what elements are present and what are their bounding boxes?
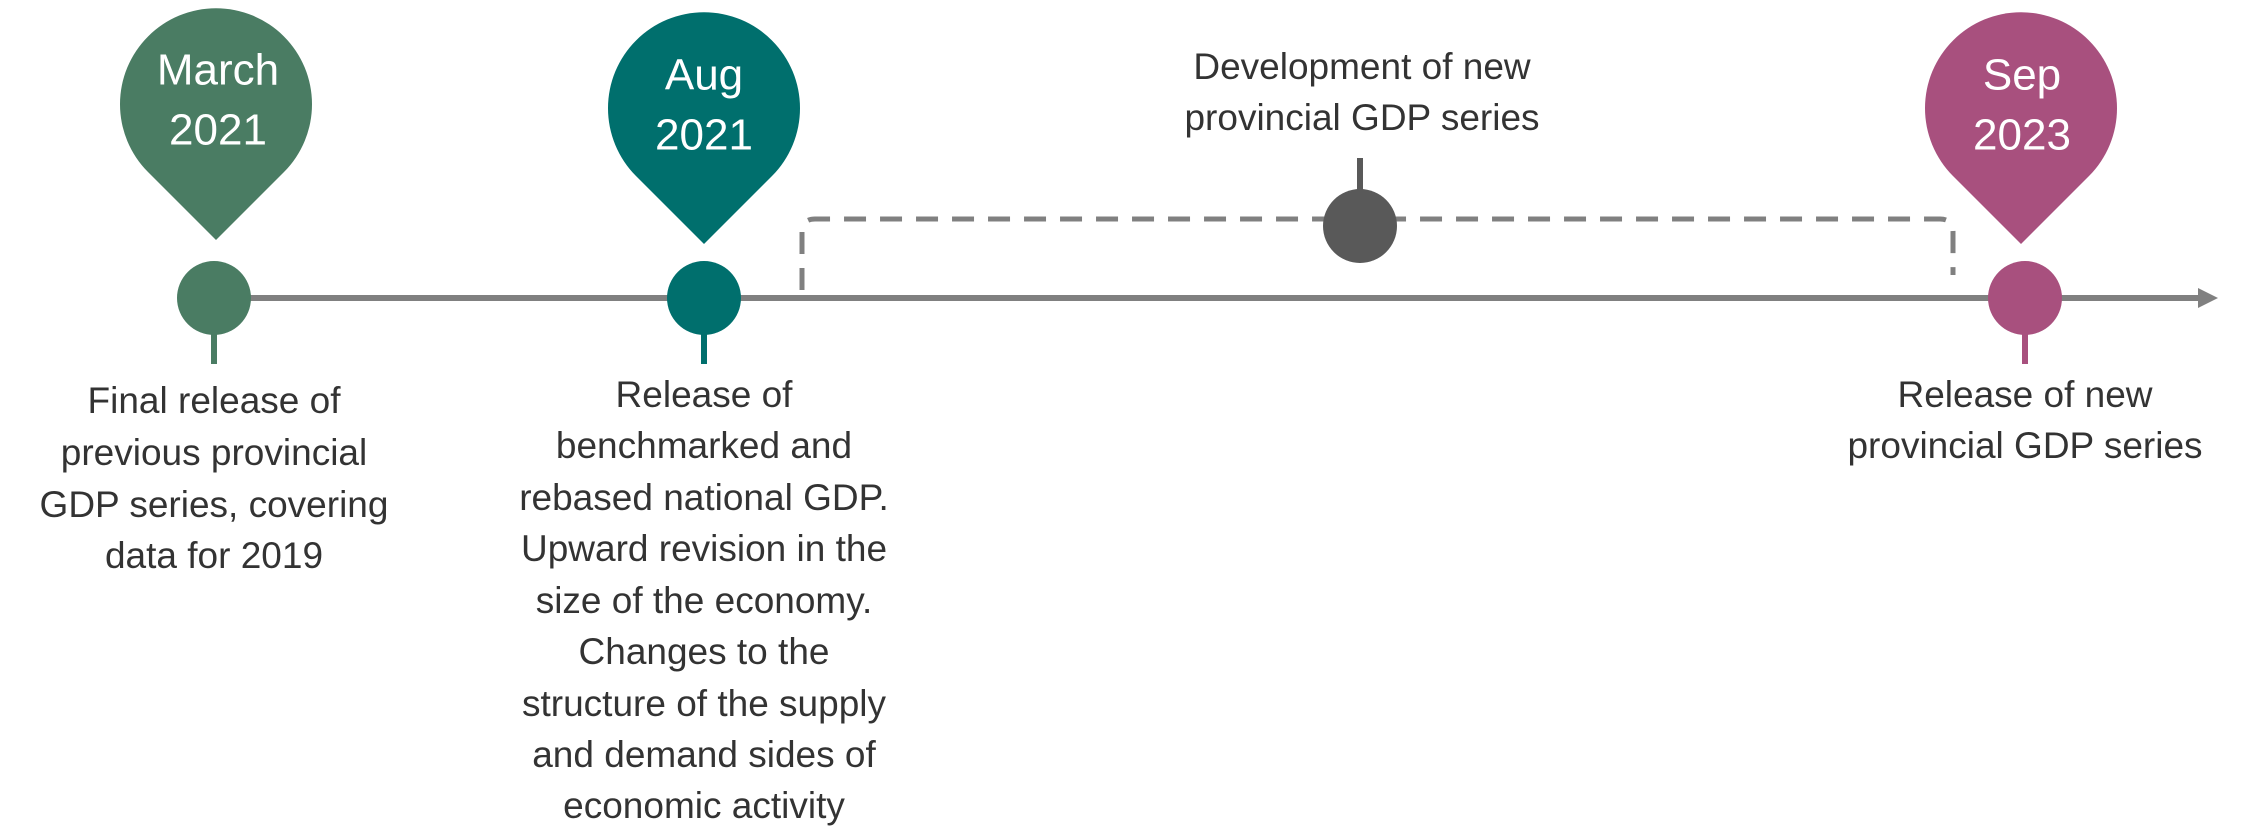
date-label: 2021 [655,111,753,160]
date-label: Aug [665,51,743,100]
date-label: 2021 [169,106,267,155]
description-line: size of the economy. [536,580,873,621]
development-marker [1323,189,1397,263]
description-line: Release of [616,374,794,415]
description-line: rebased national GDP. [519,477,889,518]
description-line: Upward revision in the [521,528,887,569]
description-line: and demand sides of [532,734,876,775]
milestone: Sep 2023 Release of new provincial GDP s… [1847,12,2203,466]
description-line: Release of new [1897,374,2152,415]
description-line: previous provincial [61,432,367,473]
description-line: structure of the supply [522,683,887,724]
description-line: data for 2019 [105,535,323,576]
date-label: March [157,46,279,95]
date-pin [608,12,801,245]
description-line: provincial GDP series [1847,425,2202,466]
date-pin [1925,12,2117,245]
milestone: Aug 2021 Release of benchmarked and reba… [519,12,889,826]
date-pin [120,8,312,240]
date-label: Sep [1983,51,2061,100]
description-line: Changes to the [579,631,830,672]
milestone: March 2021 Final release of previous pro… [40,8,389,576]
description-line: GDP series, covering [40,484,389,525]
description-line: Final release of [88,380,342,421]
milestone-marker [1988,261,2062,335]
milestone-marker [667,261,741,335]
development-label: provincial GDP series [1184,97,1539,138]
date-label: 2023 [1973,111,2071,160]
timeline-arrowhead [2198,288,2218,308]
development-label: Development of new [1193,46,1531,87]
description-line: economic activity [563,785,845,826]
description-line: benchmarked and [556,425,852,466]
milestone-marker [177,261,251,335]
